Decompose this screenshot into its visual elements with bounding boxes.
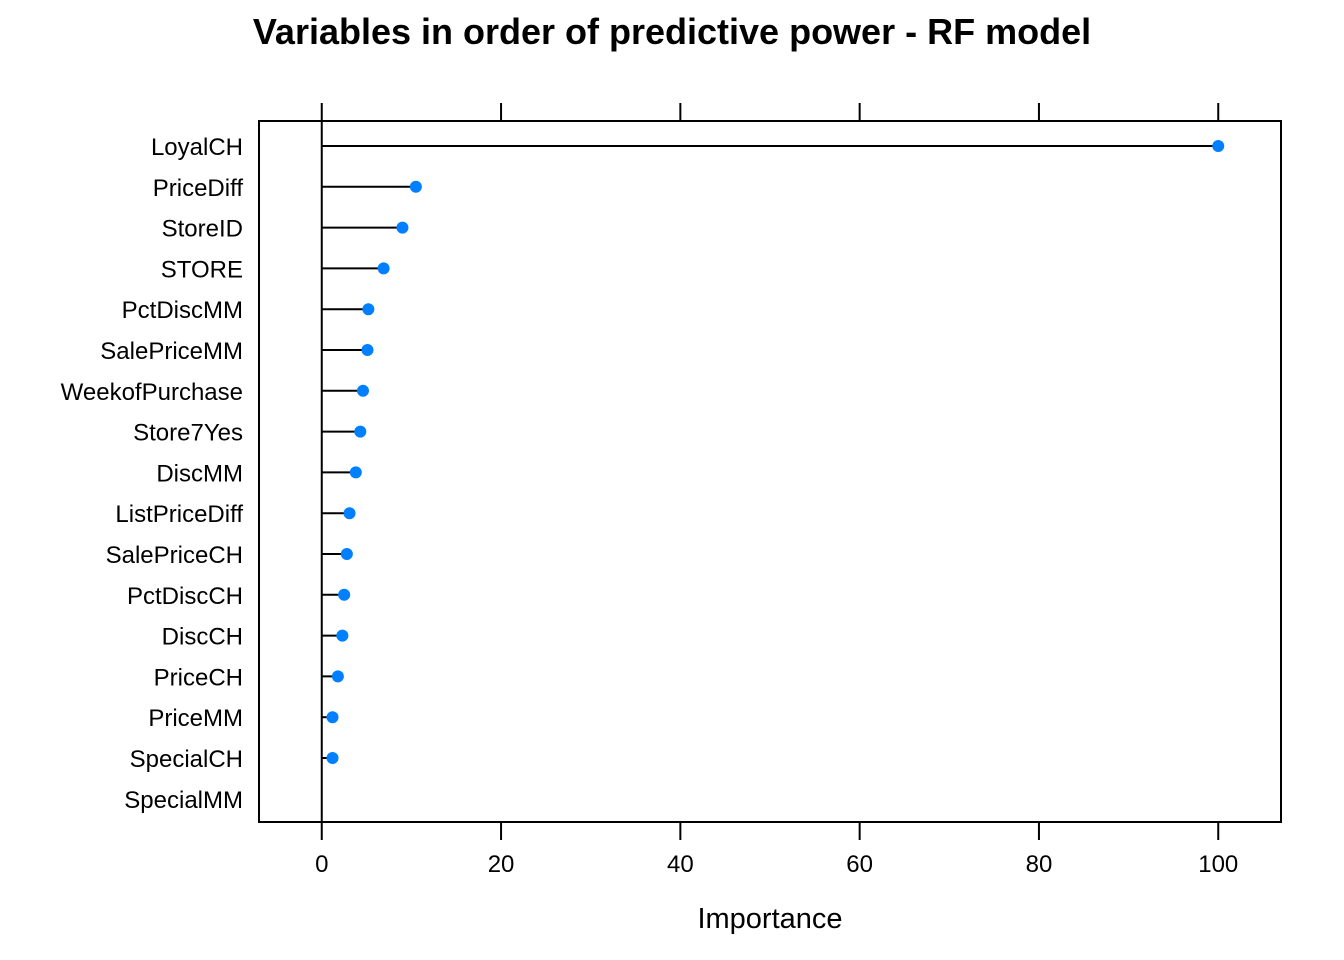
importance-point [343,507,356,520]
category-label: PriceDiff [153,175,244,202]
chart-title: Variables in order of predictive power -… [253,11,1091,52]
x-axis-title: Importance [697,903,842,935]
importance-point [1212,140,1225,152]
importance-point [340,548,353,560]
category-label: PriceCH [154,664,243,691]
category-label: SpecialMM [124,787,243,814]
x-tick-label: 0 [315,851,328,878]
category-label: ListPriceDiff [115,501,243,528]
importance-point [338,588,351,601]
importance-point [362,303,375,316]
x-tick-label: 100 [1198,851,1238,878]
category-label: LoyalCH [151,134,243,161]
category-label: WeekofPurchase [61,379,243,406]
importance-point [354,425,367,438]
category-label: StoreID [162,216,243,243]
category-label: SpecialCH [130,746,243,773]
plot-frame [258,120,1282,823]
category-label: PctDiscCH [127,583,243,610]
category-label: PriceMM [148,705,243,732]
importance-point [336,629,349,642]
category-label: Store7Yes [133,420,243,447]
x-tick-label: 80 [1026,851,1053,878]
category-label: DiscMM [156,460,243,487]
importance-point [326,752,339,764]
importance-point [326,711,339,724]
importance-point [377,262,390,275]
importance-point [409,180,422,193]
importance-point [349,466,362,479]
category-label: STORE [161,256,243,283]
category-label: DiscCH [162,624,243,651]
importance-point [396,221,409,234]
category-label: PctDiscMM [122,297,243,324]
category-label: SalePriceMM [100,338,243,365]
x-tick-label: 40 [667,851,694,878]
x-tick-label: 60 [846,851,873,878]
x-tick-label: 20 [488,851,515,878]
category-label: SalePriceCH [106,542,243,569]
importance-point [356,384,369,397]
importance-point [361,344,374,356]
importance-point [331,670,344,683]
